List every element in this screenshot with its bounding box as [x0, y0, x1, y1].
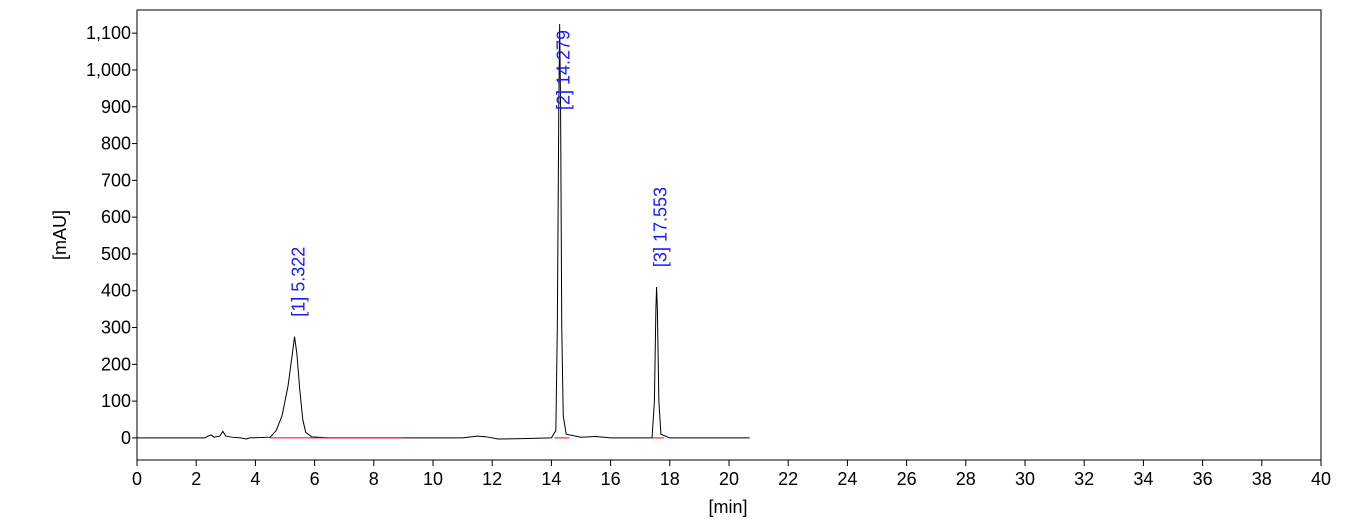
y-tick-label: 700 — [101, 170, 131, 190]
x-tick-label: 40 — [1311, 469, 1331, 489]
y-tick-label: 200 — [101, 354, 131, 374]
x-tick-label: 30 — [1015, 469, 1035, 489]
y-tick-label: 100 — [101, 391, 131, 411]
y-tick-label: 0 — [121, 428, 131, 448]
x-tick-label: 10 — [423, 469, 443, 489]
x-tick-label: 34 — [1133, 469, 1153, 489]
y-tick-label: 800 — [101, 134, 131, 154]
x-tick-label: 8 — [369, 469, 379, 489]
x-tick-label: 6 — [310, 469, 320, 489]
x-tick-label: 24 — [837, 469, 857, 489]
x-tick-label: 28 — [956, 469, 976, 489]
x-tick-label: 36 — [1193, 469, 1213, 489]
x-tick-label: 22 — [778, 469, 798, 489]
x-tick-label: 4 — [250, 469, 260, 489]
x-tick-label: 38 — [1252, 469, 1272, 489]
y-tick-label: 500 — [101, 244, 131, 264]
y-tick-label: 1,100 — [86, 23, 131, 43]
y-tick-label: 300 — [101, 318, 131, 338]
y-tick-label: 600 — [101, 207, 131, 227]
y-tick-label: 900 — [101, 97, 131, 117]
peak-annotation: [2] 14.279 — [554, 30, 574, 110]
y-tick-label: 400 — [101, 281, 131, 301]
x-tick-label: 0 — [132, 469, 142, 489]
peak-annotation: [1] 5.322 — [289, 247, 309, 317]
peak-annotation: [3] 17.553 — [651, 187, 671, 267]
x-tick-label: 26 — [897, 469, 917, 489]
x-tick-label: 20 — [719, 469, 739, 489]
y-axis-label: [mAU] — [50, 210, 70, 260]
plot-frame — [136, 9, 1322, 461]
x-tick-label: 2 — [191, 469, 201, 489]
x-axis-label: [min] — [708, 497, 747, 517]
x-tick-label: 12 — [482, 469, 502, 489]
trace — [137, 23, 750, 440]
x-tick-label: 32 — [1074, 469, 1094, 489]
x-tick-label: 18 — [660, 469, 680, 489]
y-tick-label: 1,000 — [86, 60, 131, 80]
x-tick-label: 16 — [601, 469, 621, 489]
x-tick-label: 14 — [541, 469, 561, 489]
